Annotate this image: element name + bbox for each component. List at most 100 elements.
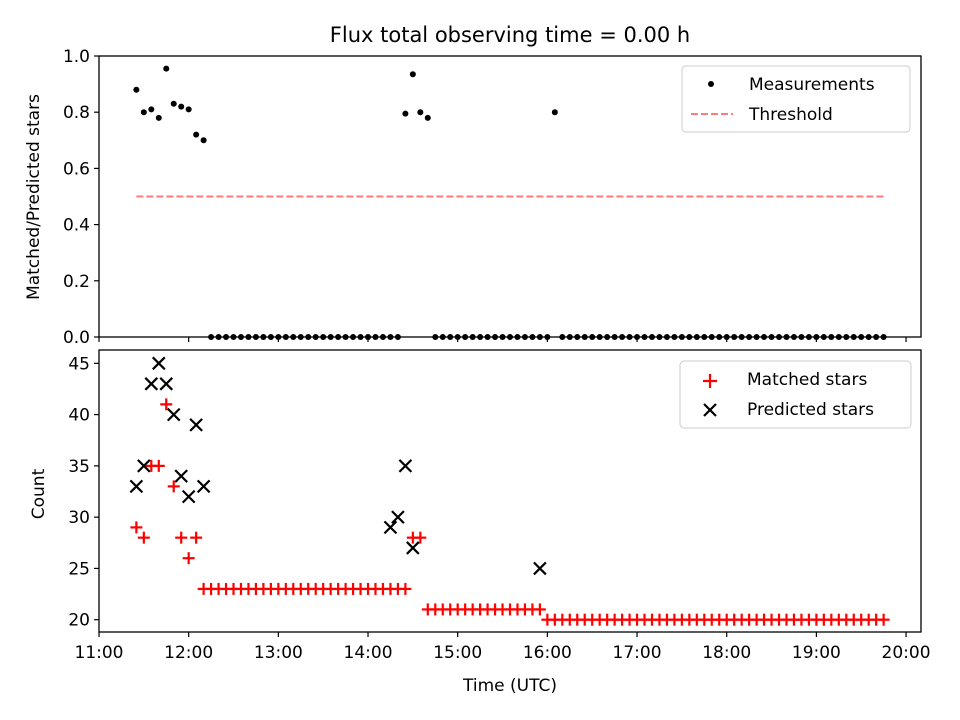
matched-star-point <box>399 582 412 595</box>
bottom-x-tick-label: 20:00 <box>882 643 931 663</box>
measurement-point <box>477 334 484 340</box>
bottom-x-tick-label: 16:00 <box>523 643 572 663</box>
top-legend: Measurements Threshold <box>681 65 911 133</box>
predicted-star-point <box>196 479 211 494</box>
measurement-point <box>432 334 439 340</box>
measurement-point <box>701 334 708 340</box>
measurement-point <box>208 334 215 340</box>
measurement-point <box>873 334 880 340</box>
measurement-point <box>716 334 723 340</box>
top-legend-frame <box>681 65 911 133</box>
measurement-point <box>447 334 454 340</box>
measurement-point <box>215 334 222 340</box>
measurement-point <box>155 114 162 121</box>
matched-stars-series <box>130 398 890 626</box>
measurements-series <box>133 65 887 340</box>
measurement-point <box>178 103 185 110</box>
measurement-point <box>551 109 558 116</box>
legend-threshold-label: Threshold <box>748 105 833 125</box>
measurement-point <box>350 334 357 340</box>
bottom-x-tick-label: 18:00 <box>702 643 751 663</box>
measurement-point <box>798 334 805 340</box>
matched-star-point <box>190 531 203 544</box>
matched-star-point <box>137 531 150 544</box>
measurement-point <box>312 334 319 340</box>
measurement-point <box>656 334 663 340</box>
predicted-star-point <box>383 520 398 535</box>
measurement-point <box>439 334 446 340</box>
measurement-point <box>342 334 349 340</box>
measurement-point <box>693 334 700 340</box>
measurement-point <box>260 334 267 340</box>
measurement-point <box>492 334 499 340</box>
bottom-y-tick-label: 20 <box>68 611 90 631</box>
bottom-x-ticks: 11:00 12:00 13:00 14:00 15:00 16:00 17:00 18:00… <box>75 632 931 663</box>
measurement-point <box>671 334 678 340</box>
measurement-point <box>529 334 536 340</box>
measurement-point <box>619 334 626 340</box>
legend-matched-marker <box>703 374 717 388</box>
measurement-point <box>424 114 431 121</box>
top-y-tick-label: 0.8 <box>63 103 90 123</box>
top-panel: 0.0 0.2 0.4 0.6 0.8 1.0 Matched/Predicted sta… <box>24 47 922 348</box>
measurement-point <box>223 334 230 340</box>
measurement-point <box>163 65 170 72</box>
predicted-star-point <box>533 561 547 576</box>
measurement-point <box>365 334 372 340</box>
measurement-point <box>611 334 618 340</box>
bottom-x-tick-label: 17:00 <box>613 643 662 663</box>
chart-title: Flux total observing time = 0.00 h <box>330 23 690 47</box>
measurement-point <box>297 334 304 340</box>
matched-star-point <box>533 603 546 616</box>
bottom-x-tick-label: 11:00 <box>75 643 124 663</box>
measurement-point <box>275 334 282 340</box>
measurement-point <box>417 109 424 116</box>
bottom-x-tick-label: 14:00 <box>344 643 393 663</box>
measurement-point <box>828 334 835 340</box>
measurement-point <box>327 334 334 340</box>
measurement-point <box>357 334 364 340</box>
legend-predicted-label: Predicted stars <box>747 400 874 420</box>
measurement-point <box>581 334 588 340</box>
matched-star-point <box>877 613 890 626</box>
measurement-point <box>290 334 297 340</box>
measurement-point <box>454 334 461 340</box>
bottom-legend: Matched stars Predicted stars <box>679 360 912 429</box>
measurement-point <box>237 334 244 340</box>
measurement-point <box>372 334 379 340</box>
matched-star-point <box>130 521 143 534</box>
measurement-point <box>820 334 827 340</box>
measurement-point <box>133 86 140 93</box>
measurement-point <box>193 131 200 138</box>
measurement-point <box>521 334 528 340</box>
bottom-x-tick-label: 12:00 <box>164 643 213 663</box>
bottom-x-tick-label: 15:00 <box>433 643 482 663</box>
measurement-point <box>469 334 476 340</box>
measurement-point <box>663 334 670 340</box>
bottom-y-tick-label: 40 <box>68 406 90 426</box>
measurement-point <box>394 334 401 340</box>
predicted-star-point <box>181 489 196 504</box>
legend-predicted-marker <box>703 403 717 417</box>
predicted-star-point <box>166 407 181 422</box>
measurement-point <box>499 334 506 340</box>
measurement-point <box>148 106 155 113</box>
measurement-point <box>402 110 409 117</box>
top-y-tick-label: 0.2 <box>63 272 90 292</box>
measurement-point <box>626 334 633 340</box>
measurement-point <box>320 334 327 340</box>
measurement-point <box>230 334 237 340</box>
measurement-point <box>596 334 603 340</box>
predicted-star-point <box>406 541 420 555</box>
measurement-point <box>835 334 842 340</box>
measurement-point <box>282 334 289 340</box>
top-y-tick-label: 0.4 <box>63 216 90 236</box>
top-y-tick-label: 1.0 <box>63 47 90 67</box>
measurement-point <box>843 334 850 340</box>
bottom-x-tick-label: 13:00 <box>254 643 303 663</box>
bottom-legend-frame <box>679 360 912 429</box>
top-y-tick-label: 0.0 <box>63 328 90 348</box>
measurement-point <box>731 334 738 340</box>
measurement-point <box>858 334 865 340</box>
